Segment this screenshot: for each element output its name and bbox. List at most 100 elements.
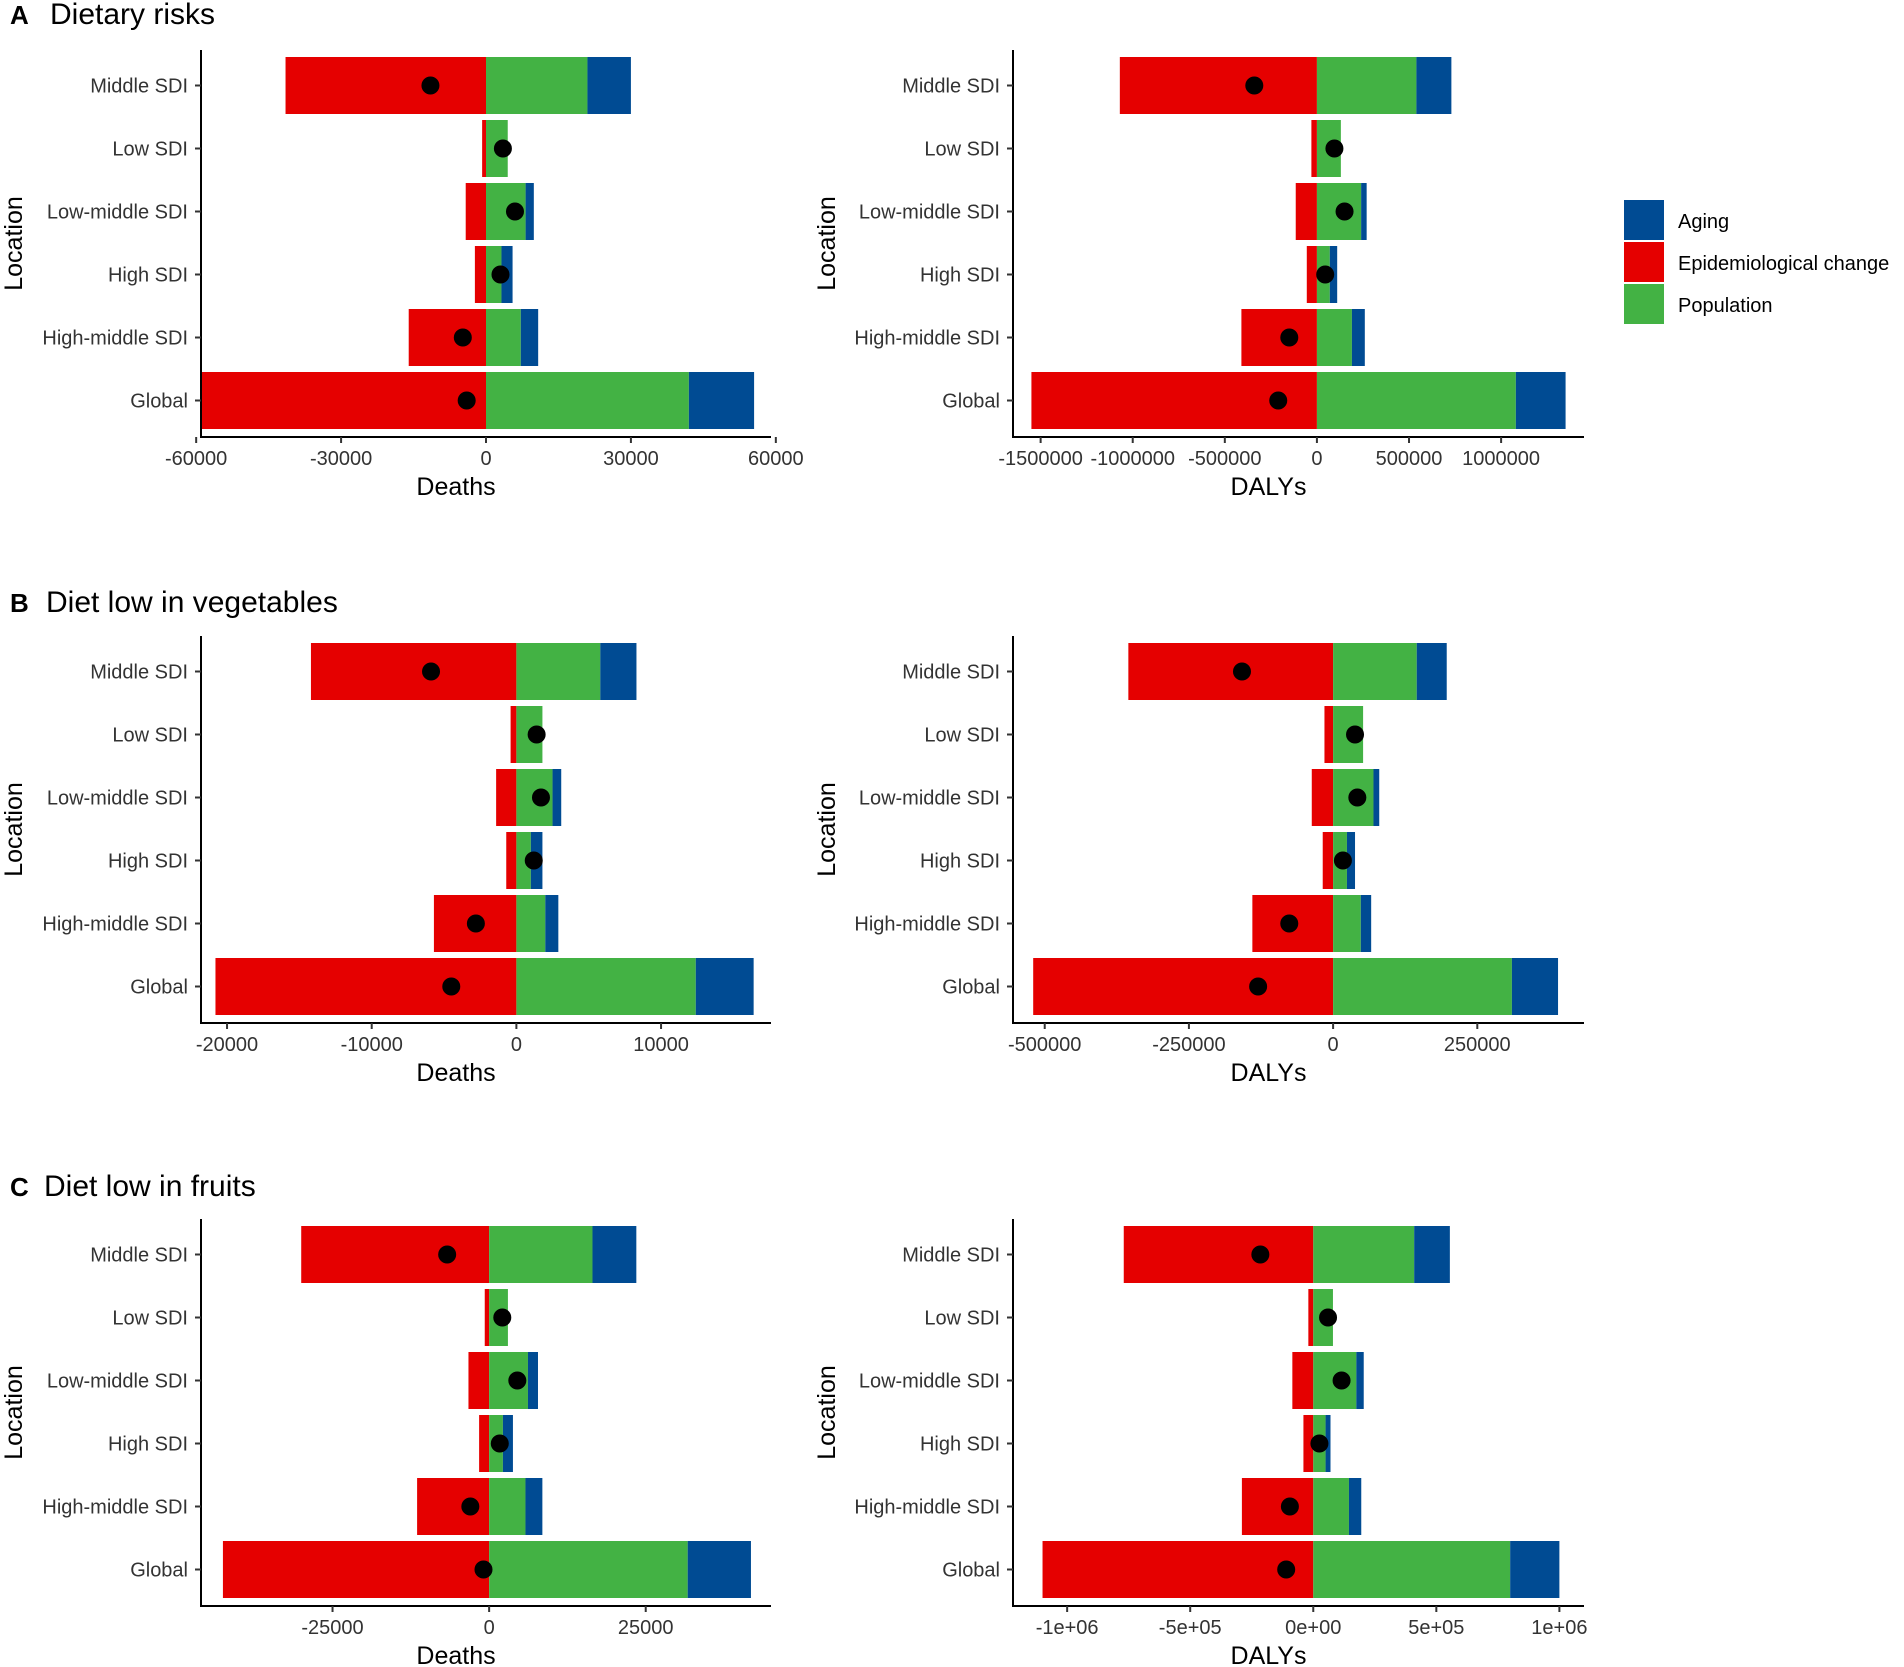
x-tick-label-1: 0 bbox=[484, 1617, 495, 1639]
legend-label-population: Population bbox=[1678, 295, 1773, 317]
y-tick-label-high-sdi: High SDI bbox=[108, 851, 188, 873]
y-tick-label-low-sdi: Low SDI bbox=[924, 725, 1000, 747]
y-tick-label-global: Global bbox=[130, 391, 188, 413]
y-tick-label-high-sdi: High SDI bbox=[920, 265, 1000, 287]
net-change-point-middle-sdi bbox=[421, 76, 440, 95]
net-change-point-high-middle-sdi bbox=[466, 914, 485, 933]
bar-aging-global bbox=[687, 1541, 751, 1598]
net-change-point-low-middle-sdi bbox=[1335, 202, 1354, 221]
x-tick-label-1: -10000 bbox=[341, 1034, 403, 1056]
x-tick-label-2: 0e+00 bbox=[1285, 1617, 1341, 1639]
bar-aging-middle-sdi bbox=[1416, 57, 1452, 114]
y-tick-label-high-middle-sdi: High-middle SDI bbox=[42, 1497, 188, 1519]
bar-aging-global bbox=[688, 372, 755, 429]
net-change-point-low-sdi bbox=[493, 139, 512, 158]
bar-epidemiological-change-middle-sdi bbox=[310, 643, 517, 700]
net-change-point-low-sdi bbox=[493, 1308, 512, 1327]
y-tick-label-high-middle-sdi: High-middle SDI bbox=[854, 328, 1000, 350]
y-tick-label-low-sdi: Low SDI bbox=[112, 1308, 188, 1330]
bar-population-middle-sdi bbox=[1333, 643, 1417, 700]
y-tick-label-middle-sdi: Middle SDI bbox=[90, 76, 188, 98]
net-change-point-high-sdi bbox=[1316, 265, 1335, 284]
bar-population-middle-sdi bbox=[486, 57, 588, 114]
y-tick-label-low-sdi: Low SDI bbox=[112, 725, 188, 747]
bar-aging-middle-sdi bbox=[1416, 643, 1447, 700]
y-tick-label-high-middle-sdi: High-middle SDI bbox=[42, 328, 188, 350]
y-tick-label-high-middle-sdi: High-middle SDI bbox=[854, 914, 1000, 936]
bar-epidemiological-change-global bbox=[1033, 958, 1334, 1015]
y-axis-title: Location bbox=[813, 782, 841, 877]
bar-population-global bbox=[1333, 958, 1512, 1015]
x-tick-label-1: -1000000 bbox=[1090, 448, 1175, 470]
x-tick-label-3: 250000 bbox=[1444, 1034, 1511, 1056]
net-change-point-low-sdi bbox=[1319, 1308, 1338, 1327]
bar-population-global bbox=[1316, 372, 1516, 429]
x-axis-title: DALYs bbox=[1231, 473, 1307, 501]
net-change-point-middle-sdi bbox=[1245, 76, 1264, 95]
net-change-point-high-middle-sdi bbox=[461, 1497, 480, 1516]
y-tick-label-low-sdi: Low SDI bbox=[924, 1308, 1000, 1330]
y-tick-label-global: Global bbox=[942, 1560, 1000, 1582]
net-change-point-low-sdi bbox=[1325, 139, 1344, 158]
y-tick-label-middle-sdi: Middle SDI bbox=[902, 76, 1000, 98]
x-axis-title: Deaths bbox=[416, 473, 495, 501]
legend-swatch-aging bbox=[1624, 200, 1664, 240]
x-tick-label-0: -25000 bbox=[301, 1617, 363, 1639]
bar-epidemiological-change-high-sdi bbox=[1322, 832, 1334, 889]
bar-epidemiological-change-low-sdi bbox=[482, 120, 486, 177]
bar-epidemiological-change-low-sdi bbox=[1308, 1289, 1314, 1346]
x-tick-label-2: 0 bbox=[1328, 1034, 1339, 1056]
y-tick-label-high-sdi: High SDI bbox=[920, 851, 1000, 873]
net-change-point-global bbox=[1249, 977, 1268, 996]
bar-aging-high-middle-sdi bbox=[1348, 1478, 1362, 1535]
x-tick-label-1: -250000 bbox=[1152, 1034, 1225, 1056]
bar-epidemiological-change-high-middle-sdi bbox=[1241, 1478, 1314, 1535]
bar-epidemiological-change-low-middle-sdi bbox=[468, 1352, 490, 1409]
y-axis-title: Location bbox=[813, 1365, 841, 1460]
x-tick-label-0: -1500000 bbox=[998, 448, 1083, 470]
y-tick-label-high-middle-sdi: High-middle SDI bbox=[854, 1497, 1000, 1519]
bar-epidemiological-change-middle-sdi bbox=[1123, 1226, 1314, 1283]
net-change-point-low-middle-sdi bbox=[505, 202, 524, 221]
x-tick-label-2: -500000 bbox=[1188, 448, 1261, 470]
panel-header-a: A Dietary risks bbox=[10, 0, 215, 31]
bar-aging-low-middle-sdi bbox=[1373, 769, 1380, 826]
net-change-point-high-sdi bbox=[1333, 851, 1352, 870]
y-tick-label-global: Global bbox=[130, 977, 188, 999]
bar-epidemiological-change-low-middle-sdi bbox=[465, 183, 486, 240]
y-tick-label-low-middle-sdi: Low-middle SDI bbox=[859, 1371, 1000, 1393]
bar-aging-low-middle-sdi bbox=[1361, 183, 1367, 240]
y-tick-label-low-middle-sdi: Low-middle SDI bbox=[47, 788, 188, 810]
bar-population-high-middle-sdi bbox=[1316, 309, 1352, 366]
bar-epidemiological-change-high-sdi bbox=[1306, 246, 1317, 303]
panel-header-c: C Diet low in fruits bbox=[10, 1170, 256, 1203]
x-tick-label-0: -1e+06 bbox=[1036, 1617, 1099, 1639]
bar-aging-middle-sdi bbox=[600, 643, 637, 700]
bar-epidemiological-change-low-middle-sdi bbox=[496, 769, 517, 826]
panel-letter-a: A bbox=[10, 0, 29, 30]
y-tick-label-low-sdi: Low SDI bbox=[112, 139, 188, 161]
bar-aging-high-middle-sdi bbox=[525, 1478, 543, 1535]
y-tick-label-low-middle-sdi: Low-middle SDI bbox=[47, 1371, 188, 1393]
bar-epidemiological-change-low-middle-sdi bbox=[1295, 183, 1317, 240]
bar-epidemiological-change-low-sdi bbox=[484, 1289, 490, 1346]
x-tick-label-4: 60000 bbox=[748, 448, 804, 470]
net-change-point-high-middle-sdi bbox=[1280, 1497, 1299, 1516]
legend: Aging Epidemiological change Population bbox=[1624, 200, 1889, 324]
net-change-point-high-middle-sdi bbox=[1280, 328, 1299, 347]
net-change-point-global bbox=[1277, 1560, 1296, 1579]
y-tick-label-middle-sdi: Middle SDI bbox=[902, 662, 1000, 684]
bar-epidemiological-change-high-middle-sdi bbox=[1241, 309, 1317, 366]
net-change-point-low-middle-sdi bbox=[531, 788, 550, 807]
net-change-point-low-middle-sdi bbox=[508, 1371, 527, 1390]
bar-epidemiological-change-high-sdi bbox=[1303, 1415, 1314, 1472]
net-change-point-high-sdi bbox=[524, 851, 543, 870]
panel-title-b: Diet low in vegetables bbox=[46, 586, 338, 619]
x-tick-label-0: -60000 bbox=[165, 448, 227, 470]
net-change-point-middle-sdi bbox=[438, 1245, 457, 1264]
chart-fruits-deaths: Middle SDI Low SDI Low-middle SDI High SDI H… bbox=[0, 1219, 771, 1667]
bar-aging-middle-sdi bbox=[1414, 1226, 1450, 1283]
bar-aging-global bbox=[1510, 1541, 1560, 1598]
legend-swatch-population bbox=[1624, 284, 1664, 324]
